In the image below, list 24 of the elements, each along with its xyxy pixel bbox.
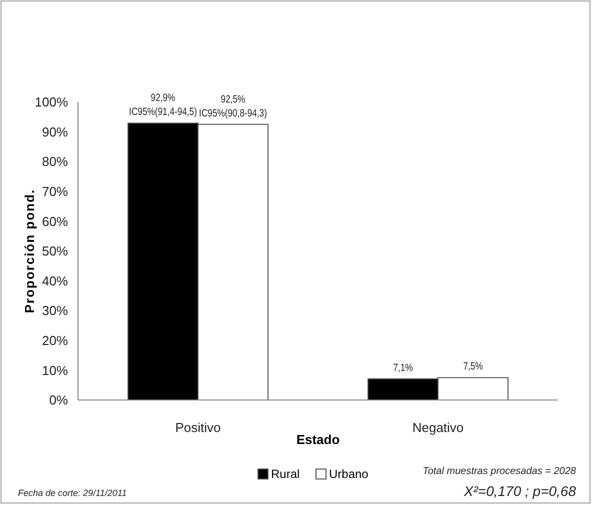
legend-label: Rural [271,467,300,481]
y-tick-label: 90% [42,124,68,140]
y-tick-label: 0% [49,392,68,408]
data-label: 92,9% IC95%(91,4-94,5) [129,92,197,118]
data-label: 7,5% [463,360,484,373]
y-tick-label: 60% [42,214,68,229]
y-tick-label: 10% [42,362,68,378]
text: X²=0,170 ; p=0,68 [462,483,576,499]
y-tick-label: 40% [42,273,68,288]
y-tick-label: 80% [42,154,68,170]
data-label: 7,1% [393,362,414,374]
y-tick-label: 20% [42,332,68,348]
y-axis-title: Proporción pond. [22,188,37,314]
y-tick-label: 70% [42,184,68,199]
text: Total muestras procesadas = 2028 [422,466,576,477]
y-tick-label: 50% [42,244,68,259]
legend-label: Urbano [329,467,369,481]
y-tick-label: 100% [34,94,68,110]
x-tick-label: Negativo [412,420,464,435]
x-tick-label: Positivo [175,420,221,435]
text: Fecha de corte: 29/11/2011 [18,488,127,498]
y-tick-label: 30% [42,303,68,318]
x-axis-title: Estado [296,432,340,447]
data-label: 92,5% IC95%(90,8-94,3) [199,94,267,120]
